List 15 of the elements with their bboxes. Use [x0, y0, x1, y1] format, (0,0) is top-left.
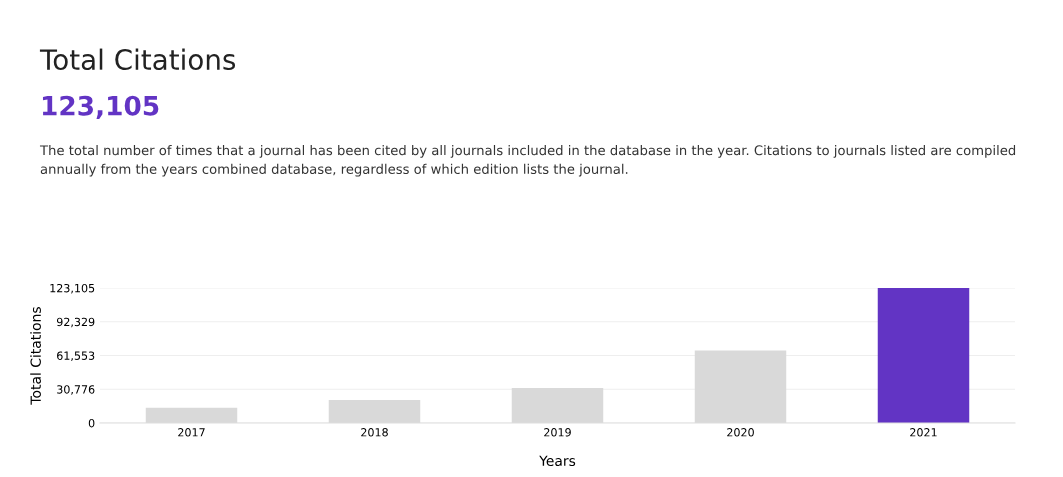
x-tick-label: 2018 — [361, 428, 388, 437]
x-tick-label: 2017 — [178, 428, 205, 437]
y-tick-label: 92,329 — [56, 317, 95, 328]
y-axis-title: Total Citations — [30, 307, 41, 405]
y-tick-label: 61,553 — [57, 351, 95, 362]
y-tick-label: 123,105 — [50, 283, 95, 294]
text: The total number of times that a journal has been cited by all journals included in the database in the year. Citations to journals listed are compiled annually from the years combined database, regardless of which edition lists the journal. — [39, 145, 1016, 177]
x-tick-label: 2020 — [727, 428, 754, 437]
x-tick-label: 2021 — [910, 428, 937, 437]
y-tick-label: 30,776 — [57, 385, 95, 395]
chart-title: Total Citations — [39, 48, 236, 71]
bar — [877, 288, 970, 423]
x-tick-label: 2019 — [544, 428, 571, 437]
x-axis-title: Years — [539, 455, 576, 467]
y-tick-label: 0 — [88, 418, 95, 428]
